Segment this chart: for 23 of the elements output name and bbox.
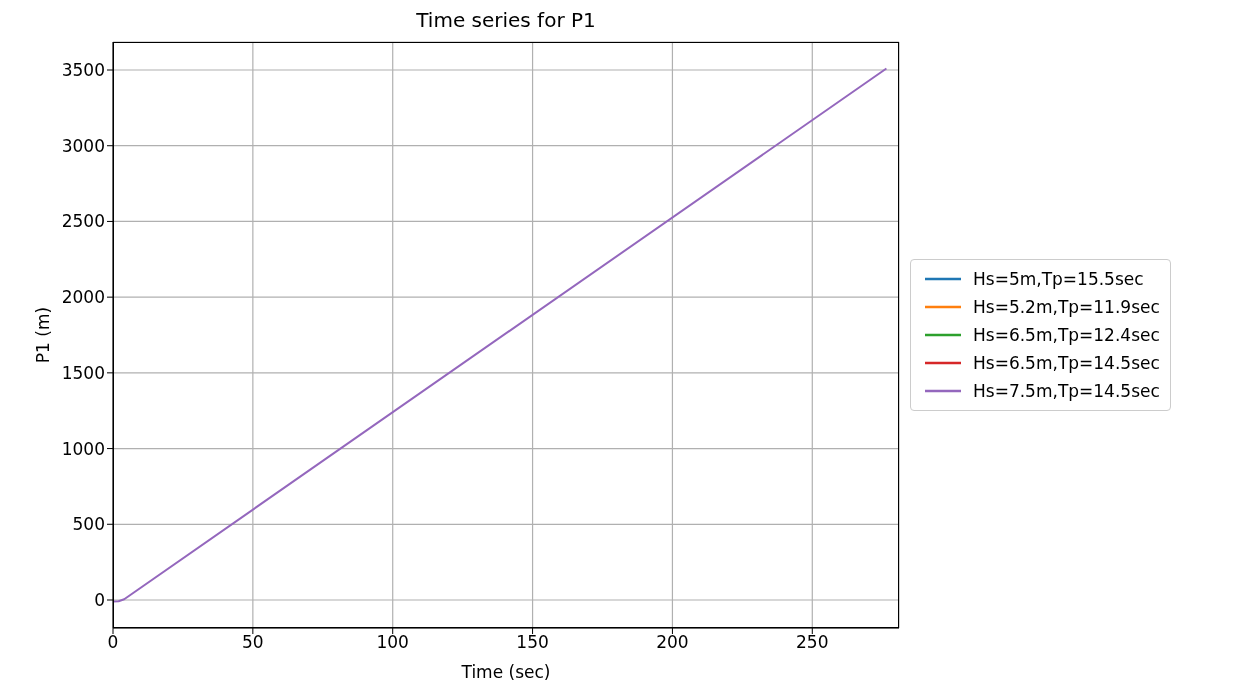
legend-label: Hs=7.5m,Tp=14.5sec [973, 380, 1160, 403]
x-tick-label: 50 [242, 632, 264, 653]
y-tick-label: 2500 [61, 211, 105, 232]
y-tick-label: 3500 [61, 60, 105, 81]
y-tick-label: 3000 [61, 135, 105, 156]
legend-label: Hs=6.5m,Tp=14.5sec [973, 352, 1160, 375]
x-tick-label: 150 [516, 632, 549, 653]
x-axis-title: Time (sec) [460, 662, 551, 682]
chart-title: Time series for P1 [415, 8, 597, 32]
y-tick-label: 500 [72, 514, 105, 535]
legend-label: Hs=6.5m,Tp=12.4sec [973, 324, 1160, 347]
x-tick-label: 0 [107, 632, 119, 653]
x-tick-label: 100 [376, 632, 409, 653]
y-tick-label: 2000 [61, 287, 105, 308]
y-tick-label: 0 [94, 590, 105, 611]
y-axis-title: P1 (m) [33, 306, 54, 364]
line-series [113, 67, 888, 603]
y-tick-label: 1500 [61, 362, 105, 383]
legend-label: Hs=5.2m,Tp=11.9sec [973, 296, 1160, 319]
y-tick-label: 1000 [61, 438, 105, 459]
legend-label: Hs=5m,Tp=15.5sec [973, 268, 1144, 291]
x-tick-label: 200 [656, 632, 689, 653]
x-tick-label: 250 [796, 632, 829, 653]
